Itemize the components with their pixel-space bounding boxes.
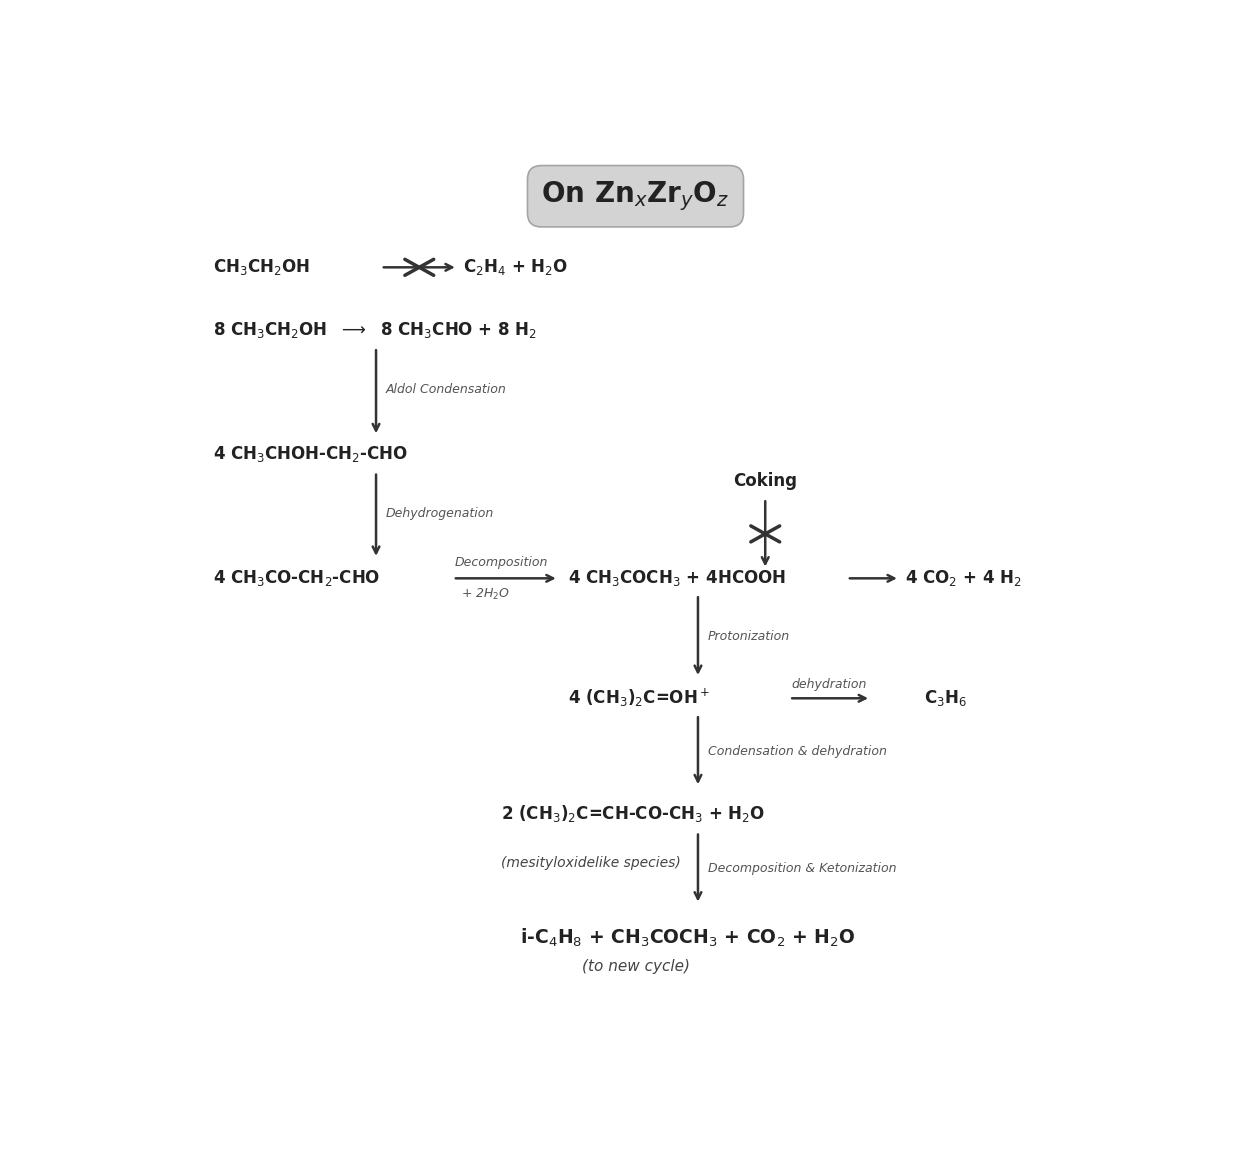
Text: + 2H$_2$O: + 2H$_2$O	[460, 586, 510, 602]
Text: 4 CH$_3$CHOH-CH$_2$-CHO: 4 CH$_3$CHOH-CH$_2$-CHO	[213, 444, 408, 464]
Text: C$_2$H$_4$ + H$_2$O: C$_2$H$_4$ + H$_2$O	[463, 257, 568, 277]
Text: C$_3$H$_6$: C$_3$H$_6$	[924, 688, 967, 709]
Text: On Zn$_x$Zr$_y$O$_z$: On Zn$_x$Zr$_y$O$_z$	[542, 179, 729, 213]
Text: 8 CH$_3$CH$_2$OH  $\longrightarrow$  8 CH$_3$CHO + 8 H$_2$: 8 CH$_3$CH$_2$OH $\longrightarrow$ 8 CH$…	[213, 320, 537, 339]
Text: 4 CO$_2$ + 4 H$_2$: 4 CO$_2$ + 4 H$_2$	[905, 568, 1022, 589]
Text: CH$_3$CH$_2$OH: CH$_3$CH$_2$OH	[213, 257, 310, 277]
Text: i-C$_4$H$_8$ + CH$_3$COCH$_3$ + CO$_2$ + H$_2$O: i-C$_4$H$_8$ + CH$_3$COCH$_3$ + CO$_2$ +…	[521, 927, 856, 950]
Text: Decomposition & Ketonization: Decomposition & Ketonization	[708, 862, 897, 876]
Text: 4 (CH$_3$)$_2$C=OH$^+$: 4 (CH$_3$)$_2$C=OH$^+$	[568, 687, 711, 710]
Text: Coking: Coking	[733, 472, 797, 489]
Text: 2 (CH$_3$)$_2$C=CH-CO-CH$_3$ + H$_2$O: 2 (CH$_3$)$_2$C=CH-CO-CH$_3$ + H$_2$O	[501, 803, 765, 824]
Text: 4 CH$_3$COCH$_3$ + 4HCOOH: 4 CH$_3$COCH$_3$ + 4HCOOH	[568, 568, 786, 589]
Text: Dehydrogenation: Dehydrogenation	[386, 507, 494, 520]
Text: Protonization: Protonization	[708, 630, 790, 643]
Text: dehydration: dehydration	[791, 677, 867, 690]
Text: (mesityloxidelike species): (mesityloxidelike species)	[501, 855, 681, 870]
Text: Aldol Condensation: Aldol Condensation	[386, 383, 506, 396]
Text: Condensation & dehydration: Condensation & dehydration	[708, 745, 887, 758]
Text: (to new cycle): (to new cycle)	[582, 959, 689, 974]
Text: 4 CH$_3$CO-CH$_2$-CHO: 4 CH$_3$CO-CH$_2$-CHO	[213, 568, 379, 589]
Text: Decomposition: Decomposition	[455, 556, 548, 569]
